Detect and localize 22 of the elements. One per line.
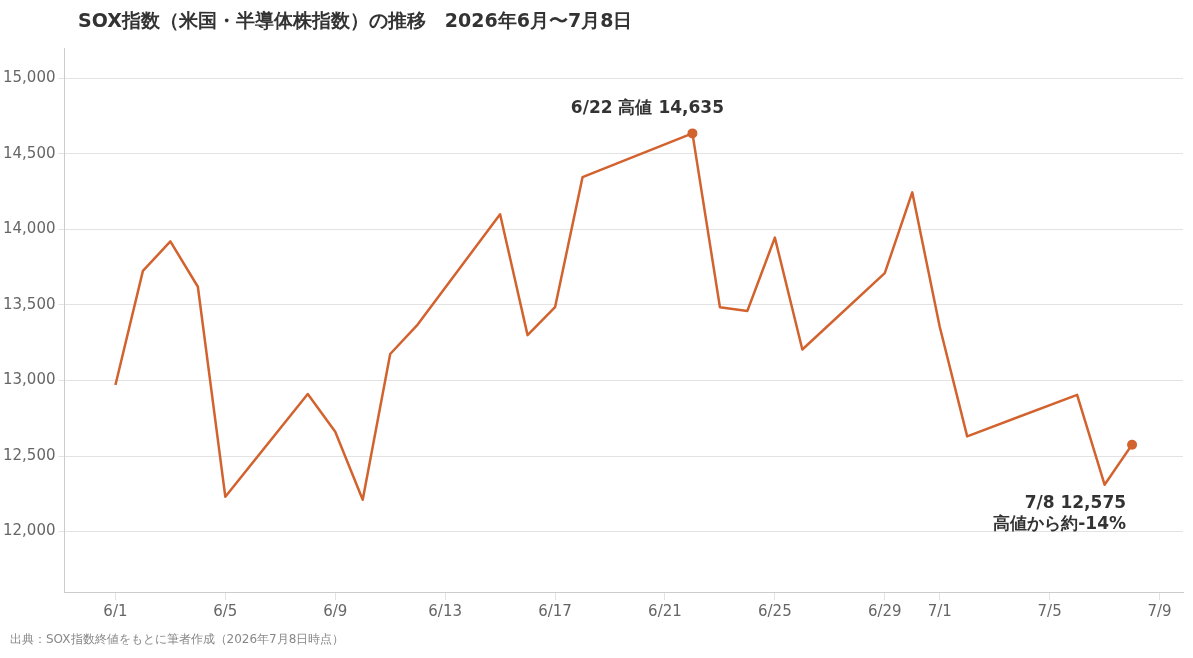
y-tick-label: 13,500 — [2, 294, 56, 313]
y-tick-label: 13,000 — [2, 370, 56, 389]
x-tick-label: 6/29 — [867, 601, 902, 620]
y-tick-label: 14,500 — [2, 143, 56, 162]
x-tick-label: 7/5 — [1037, 601, 1062, 620]
chart-title: SOX指数（米国・半導体株指数）の推移 2026年6月〜7月8日 — [78, 8, 633, 33]
y-tick-label: 14,000 — [2, 219, 56, 238]
annotation: 7/8 12,575 高値から約-14% — [993, 491, 1127, 533]
y-tick-label: 12,500 — [2, 445, 56, 464]
x-tick-label: 6/21 — [648, 601, 682, 620]
x-tick-label: 6/17 — [538, 601, 572, 620]
y-tick-label: 12,000 — [2, 521, 56, 540]
x-tick-label: 7/1 — [927, 601, 952, 620]
annotation: 6/22 高値 14,635 — [570, 97, 724, 118]
y-tick-label: 15,000 — [2, 68, 56, 87]
x-tick-label: 6/5 — [213, 601, 238, 620]
x-tick-label: 6/9 — [323, 601, 348, 620]
source-note: 出典：SOX指数終値をもとに筆者作成（2026年7月8日時点） — [10, 631, 345, 648]
x-tick-label: 6/1 — [103, 601, 128, 620]
x-tick-label: 6/25 — [758, 601, 792, 620]
x-tick-label: 6/13 — [428, 601, 462, 620]
x-tick-label: 7/9 — [1147, 601, 1172, 620]
